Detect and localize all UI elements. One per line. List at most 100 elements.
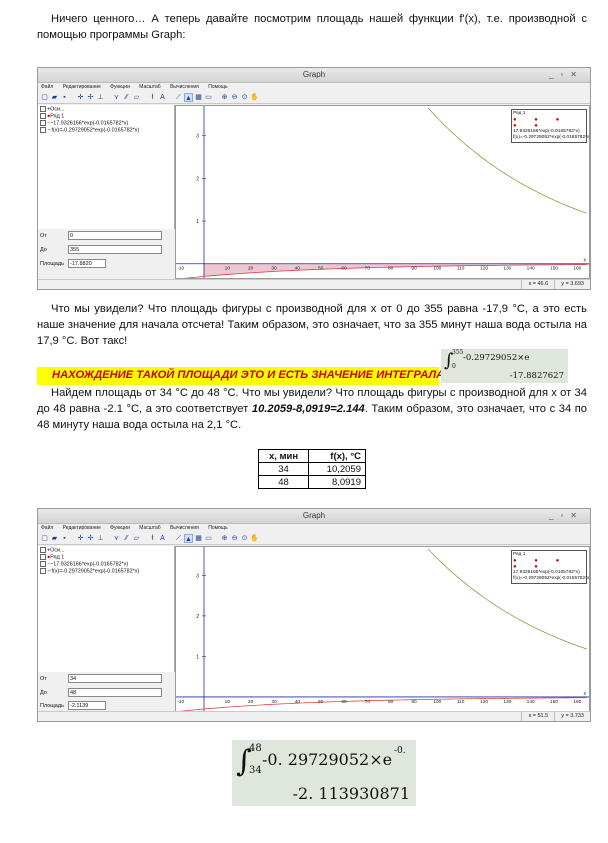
shading-icon[interactable]: ⋎ (113, 94, 120, 101)
from-input[interactable]: 0 (68, 231, 162, 240)
tangent-icon[interactable]: ⱡ (151, 535, 154, 542)
x-tick-label: 140 (527, 266, 535, 272)
axes-icon[interactable]: ✛ (77, 94, 84, 101)
plot-area[interactable]: -10 10 20 30 40 50 60 70 80 90 100 110 120 130 140 150 1… (175, 546, 590, 712)
to-input[interactable]: 48 (68, 688, 162, 697)
shading-icon[interactable]: ⋎ (113, 535, 120, 542)
tangent-icon[interactable]: ⱡ (151, 94, 154, 101)
new-file-icon[interactable]: ▢ (41, 94, 48, 101)
close-icon[interactable]: ✕ (570, 70, 584, 79)
menu-calculate[interactable]: Вычисления (170, 84, 199, 90)
zoom-in-icon[interactable]: ⊕ (221, 535, 228, 542)
tree-item-series[interactable]: ●Ряд 1 (40, 553, 172, 561)
x-tick-label: 30 (271, 699, 277, 705)
trendline-icon[interactable]: ⟋ (176, 94, 181, 101)
menu-file[interactable]: Файл (41, 525, 54, 531)
y-tick-label: 3 (196, 573, 199, 579)
window-title: Graph (302, 70, 326, 79)
menu-help[interactable]: Помощь (208, 525, 228, 531)
menu-edit[interactable]: Редактирование (62, 84, 101, 90)
checkbox-icon[interactable] (40, 553, 46, 560)
legend: Ряд 1 ● ● ● ● ● 17.9326166*exp(-0.016578… (511, 109, 590, 143)
difference-value: 10.2059-8,0919=2.144 (251, 402, 365, 415)
insert-function-icon[interactable]: ✢ (87, 94, 94, 101)
x-tick-label: 110 (457, 266, 465, 272)
trendline-icon[interactable]: ⟋ (176, 535, 181, 542)
area-icon[interactable]: ▲ (184, 534, 193, 543)
zoom-icon[interactable]: ⊙ (241, 535, 248, 542)
minimize-icon[interactable]: _ (549, 511, 561, 520)
checkbox-icon[interactable] (40, 119, 46, 126)
save-icon[interactable]: ▪ (63, 535, 66, 542)
relation-icon[interactable]: ⁄⁄ (125, 535, 128, 542)
hand-pan-icon[interactable]: ✋ (250, 94, 259, 101)
table-icon[interactable]: ▦ (195, 94, 202, 101)
integral-icon: ∫ (444, 350, 454, 371)
tree-item-function[interactable]: ∼f(x)=-0.29729052*exp(-0.0165782*x) (40, 567, 172, 575)
tree-item-axes[interactable]: +Оси... (40, 547, 172, 554)
trendline-curve (427, 548, 587, 650)
zoom-out-icon[interactable]: ⊖ (231, 94, 238, 101)
hatch-icon[interactable]: ▱ (133, 94, 140, 101)
checkbox-icon[interactable] (40, 106, 46, 112)
text-label-icon[interactable]: A (160, 94, 165, 101)
menu-scale[interactable]: Масштаб (139, 84, 161, 90)
integral-result: -2. 113930871 (292, 784, 410, 803)
menu-file[interactable]: Файл (41, 84, 54, 90)
intro-paragraph: Ничего ценного… А теперь давайте посмотр… (37, 13, 587, 41)
y-tick-label: 3 (196, 134, 199, 140)
from-input[interactable]: 34 (68, 674, 162, 683)
toolbar: ▢ ▰ ▪ ✛ ✢ ⊥ ⋎ ⁄⁄ ▱ ⱡ A ⟋ ▲ ▦ ▭ ⊕ ⊖ ⊙ ✋ (38, 92, 590, 104)
window-icon[interactable]: ▭ (205, 94, 212, 101)
menu-help[interactable]: Помощь (208, 84, 228, 90)
tree-item-series[interactable]: ●Ряд 1 (40, 112, 172, 120)
checkbox-icon[interactable] (40, 560, 46, 567)
table-header-row: x, мин f(x), °C (257, 449, 366, 463)
menu-functions[interactable]: Функции (110, 84, 130, 90)
table-icon[interactable]: ▦ (195, 535, 202, 542)
menu-calculate[interactable]: Вычисления (170, 525, 199, 531)
window-icon[interactable]: ▭ (205, 535, 212, 542)
checkbox-icon[interactable] (40, 126, 46, 133)
open-folder-icon[interactable]: ▰ (51, 94, 58, 101)
tree-item-function[interactable]: ∼f(x)=-0.29729052*exp(-0.0165782*x) (40, 126, 172, 134)
close-icon[interactable]: ✕ (570, 511, 584, 520)
text-label-icon[interactable]: A (160, 535, 165, 542)
checkbox-icon[interactable] (40, 567, 46, 574)
axes-icon[interactable]: ✛ (77, 535, 84, 542)
insert-series-icon[interactable]: ⊥ (97, 94, 104, 101)
area-icon[interactable]: ▲ (184, 93, 193, 102)
tree-item-trendline[interactable]: ~~17.9326166*exp(-0.0165782*x) (40, 560, 172, 568)
restore-icon[interactable]: ▫ (560, 70, 571, 79)
plot-area[interactable]: -10 10 20 30 40 50 60 70 80 90 100 110 120 130 140 150 1… (175, 105, 590, 279)
to-input[interactable]: 355 (68, 245, 162, 254)
hand-pan-icon[interactable]: ✋ (250, 535, 259, 542)
relation-icon[interactable]: ⁄⁄ (125, 94, 128, 101)
open-folder-icon[interactable]: ▰ (51, 535, 58, 542)
insert-function-icon[interactable]: ✢ (87, 535, 94, 542)
zoom-in-icon[interactable]: ⊕ (221, 94, 228, 101)
exponent: -0. (394, 746, 406, 756)
insert-series-icon[interactable]: ⊥ (97, 535, 104, 542)
function-curve (184, 264, 587, 278)
minimize-icon[interactable]: _ (549, 70, 561, 79)
restore-icon[interactable]: ▫ (560, 511, 571, 520)
lower-limit: 34 (249, 765, 262, 776)
highlight-text: НАХОЖДЕНИЕ ТАКОЙ ПЛОЩАДИ ЭТО И ЕСТЬ ЗНАЧ… (52, 369, 448, 381)
menu-edit[interactable]: Редактирование (62, 525, 101, 531)
zoom-out-icon[interactable]: ⊖ (231, 535, 238, 542)
new-file-icon[interactable]: ▢ (41, 535, 48, 542)
plot-svg: -10 10 20 30 40 50 60 70 80 90 100 110 120 130 140 150 1… (176, 106, 589, 278)
checkbox-icon[interactable] (40, 547, 46, 553)
zoom-icon[interactable]: ⊙ (241, 94, 248, 101)
tree-item-trendline[interactable]: ~~17.9326166*exp(-0.0165782*x) (40, 119, 172, 127)
function-curve (178, 697, 587, 711)
checkbox-icon[interactable] (40, 112, 46, 119)
hatch-icon[interactable]: ▱ (133, 535, 140, 542)
table-row: 34 10,2059 (257, 462, 366, 476)
menu-functions[interactable]: Функции (110, 525, 130, 531)
tree-item-axes[interactable]: +Оси... (40, 106, 172, 113)
save-icon[interactable]: ▪ (63, 94, 66, 101)
x-tick-label: 70 (365, 699, 371, 705)
menu-scale[interactable]: Масштаб (139, 525, 161, 531)
